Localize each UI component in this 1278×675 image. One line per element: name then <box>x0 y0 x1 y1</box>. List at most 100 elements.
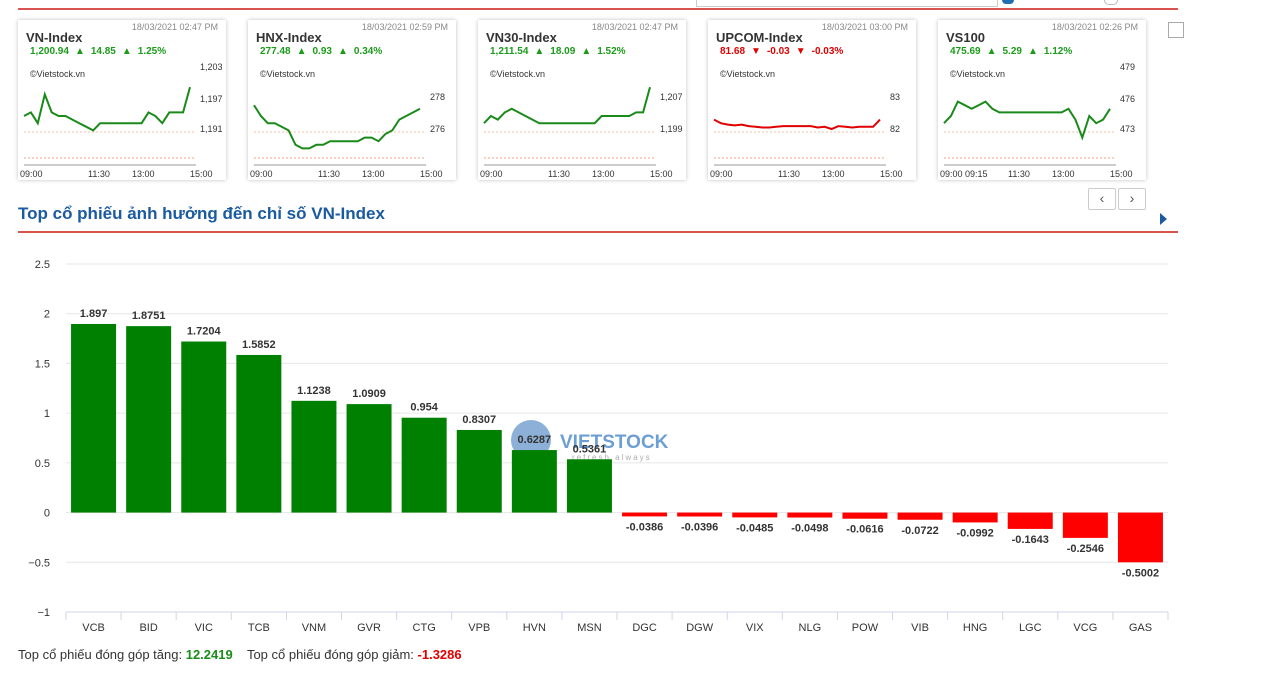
bar-vib[interactable] <box>897 512 943 520</box>
card-percent-icon: ▲ <box>1027 46 1038 57</box>
x-category-label: HVN <box>523 622 546 634</box>
bar-vpb[interactable] <box>456 429 502 513</box>
bar-vcb[interactable] <box>71 323 117 513</box>
card-percent: 1.52% <box>597 46 626 57</box>
card-index-name: HNX-Index <box>256 30 322 45</box>
bar-vcg[interactable] <box>1062 512 1108 538</box>
card-y-tick: 473 <box>1120 124 1135 134</box>
side-toggle-box[interactable] <box>1168 22 1184 38</box>
watermark-tagline: refresh always <box>572 453 652 462</box>
card-x-tick: 11:30 <box>548 169 570 179</box>
card-percent: 1.25% <box>137 46 167 57</box>
bar-value-label: -0.0992 <box>956 527 993 539</box>
watermark-brand: VIETSTOCK <box>560 432 669 453</box>
x-category-label: BID <box>139 622 157 634</box>
index-card-vn-index[interactable]: 18/03/2021 02:47 PM VN-Index 1,200.94 ▲ 14.8… <box>18 20 226 180</box>
index-card-vn30-index[interactable]: 18/03/2021 02:47 PM VN30-Index 1,211.54 ▲ 18… <box>478 20 686 180</box>
x-category-label: VCB <box>82 622 105 634</box>
top-icon-fragment <box>1002 0 1014 4</box>
y-tick-label: 0.5 <box>35 458 50 470</box>
bar-lgc[interactable] <box>1007 512 1053 529</box>
card-percent: 0.34% <box>353 46 383 57</box>
card-y-tick: 479 <box>1120 62 1135 72</box>
bar-vnm[interactable] <box>291 400 337 513</box>
bar-value-label: -0.2546 <box>1067 543 1104 555</box>
card-change: 0.93 <box>312 46 332 57</box>
card-index-name: VN-Index <box>26 30 83 45</box>
bar-dgc[interactable] <box>622 512 668 517</box>
prev-button[interactable]: ‹ <box>1088 188 1116 210</box>
bar-pow[interactable] <box>842 512 888 519</box>
bar-value-label: 1.1238 <box>297 385 331 397</box>
bar-hng[interactable] <box>952 512 998 523</box>
bar-value-label: -0.0396 <box>681 522 718 534</box>
card-x-tick: 09:00 <box>20 169 43 179</box>
bar-hvn[interactable] <box>511 450 557 513</box>
x-category-label: GAS <box>1129 622 1152 634</box>
sparkline-path <box>943 100 1111 141</box>
expand-arrow-icon[interactable] <box>1160 213 1167 225</box>
bar-tcb[interactable] <box>236 354 282 513</box>
y-tick-label: 2 <box>44 309 50 321</box>
card-y-tick: 1,197 <box>200 94 223 104</box>
y-tick-label: 0 <box>44 508 50 520</box>
card-copyright: ©Vietstock.vn <box>720 69 775 79</box>
card-y-tick: 1,191 <box>200 124 223 134</box>
up-label: Top cổ phiếu đóng góp tăng: <box>18 647 183 662</box>
card-time: 18/03/2021 02:47 PM <box>591 22 678 32</box>
card-sparkline: 278 276 09:00 11:30 13:00 15:00 <box>250 92 445 179</box>
card-value: 277.48 <box>260 46 291 57</box>
x-category-label: GVR <box>357 622 381 634</box>
bar-bid[interactable] <box>126 326 172 513</box>
bar-value-label: 1.5852 <box>242 339 276 351</box>
card-value: 1,200.94 <box>30 46 69 57</box>
card-x-tick: 15:00 <box>420 169 443 179</box>
card-change: 14.85 <box>90 46 116 57</box>
index-card-vs100[interactable]: 18/03/2021 02:26 PM VS100 475.69 ▲ 5.29 ▲ 1.12… <box>938 20 1146 180</box>
card-x-tick: 11:30 <box>318 169 340 179</box>
bar-vic[interactable] <box>181 341 227 513</box>
card-sparkline: 1,203 1,197 1,191 09:00 11:30 13:00 15:00 <box>20 62 223 179</box>
card-y-tick: 276 <box>430 124 445 134</box>
card-index-name: UPCOM-Index <box>716 30 803 45</box>
x-category-label: VCG <box>1073 622 1097 634</box>
index-card-hnx-index[interactable]: 18/03/2021 02:59 PM HNX-Index 277.48 ▲ 0.93 ▲… <box>248 20 456 180</box>
x-category-label: NLG <box>799 622 822 634</box>
bar-value-label: -0.5002 <box>1122 567 1159 579</box>
card-y-tick: 278 <box>430 92 445 102</box>
card-change-icon: ▲ <box>74 46 85 57</box>
sparkline-path <box>253 104 421 150</box>
card-copyright: ©Vietstock.vn <box>950 69 1005 79</box>
card-x-tick: 13:00 <box>132 169 155 179</box>
card-x-tick: 11:30 <box>778 169 800 179</box>
next-button[interactable]: › <box>1118 188 1146 210</box>
bar-ctg[interactable] <box>401 417 447 513</box>
index-card-upcom-index[interactable]: 18/03/2021 03:00 PM UPCOM-Index 81.68 ▼ -0.0… <box>708 20 916 180</box>
card-percent: -0.03% <box>811 46 844 57</box>
x-category-label: VIC <box>195 622 213 634</box>
bar-msn[interactable] <box>566 459 612 513</box>
x-category-label: VIX <box>746 622 764 634</box>
card-x-tick: 13:00 <box>1052 169 1075 179</box>
section-title: Top cổ phiếu ảnh hưởng đến chỉ số VN-Ind… <box>18 204 385 223</box>
card-percent-icon: ▲ <box>121 46 132 57</box>
bar-vix[interactable] <box>732 512 778 518</box>
bar-value-label: 1.0909 <box>352 388 386 400</box>
x-category-label: VNM <box>302 622 326 634</box>
bar-gvr[interactable] <box>346 404 392 513</box>
bar-value-label: 1.897 <box>80 308 108 320</box>
bar-gas[interactable] <box>1117 512 1163 563</box>
top-icon-fragment-2 <box>1104 0 1118 5</box>
x-category-label: POW <box>852 622 879 634</box>
y-tick-label: −1 <box>37 607 50 619</box>
bar-value-label: 1.7204 <box>187 326 222 338</box>
bar-dgw[interactable] <box>677 512 723 517</box>
card-change: -0.03 <box>766 46 790 57</box>
bar-nlg[interactable] <box>787 512 833 518</box>
card-percent-icon: ▲ <box>581 46 592 57</box>
card-value: 475.69 <box>950 46 981 57</box>
down-value: -1.3286 <box>417 647 462 662</box>
bar-value-label: 0.8307 <box>462 414 496 426</box>
card-time: 18/03/2021 03:00 PM <box>821 22 908 32</box>
card-sparkline: 83 82 09:00 11:30 13:00 15:00 <box>710 92 903 179</box>
